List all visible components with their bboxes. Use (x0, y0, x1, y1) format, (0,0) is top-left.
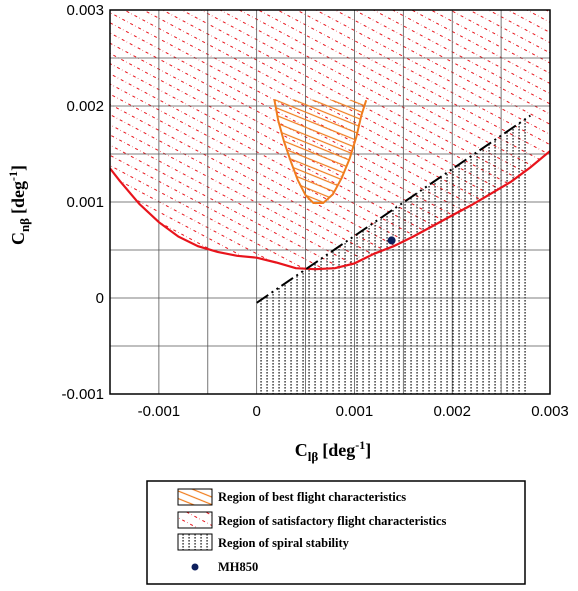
x-tick-label: 0.002 (433, 403, 471, 420)
x-tick-label: 0.003 (531, 403, 569, 420)
y-axis-title-exp: -1 (6, 171, 20, 181)
legend-swatch-satisfactory (177, 511, 213, 529)
x-tick-labels: -0.001 0 0.001 0.002 0.003 (138, 403, 569, 420)
legend-label-spiral: Region of spiral stability (218, 536, 350, 550)
spiral-stability-boundary-line (256, 114, 531, 304)
legend-label-mh850: MH850 (218, 560, 258, 574)
plot-frame (109, 9, 551, 395)
x-tick-label: 0.001 (336, 403, 374, 420)
x-axis-title-unit: [deg (322, 440, 355, 460)
y-tick-label: -0.001 (61, 386, 104, 403)
legend-label-best: Region of best flight characteristics (218, 490, 406, 504)
y-tick-label: 0.003 (66, 2, 104, 19)
legend-swatch-best (177, 488, 213, 506)
satisfactory-boundary-line (110, 150, 550, 271)
y-tick-label: 0.001 (66, 194, 104, 211)
legend: Region of best flight characteristics Re… (146, 480, 526, 585)
mh850-data-point (387, 236, 396, 245)
y-tick-labels: -0.001 0 0.001 0.002 0.003 (61, 2, 104, 403)
y-axis-title-sub: nβ (17, 218, 32, 232)
x-axis-title-sub: lβ (308, 449, 319, 464)
best-flight-boundary-line (273, 99, 368, 204)
y-axis-title-unit: [deg (8, 181, 28, 214)
x-tick-label: 0 (252, 403, 260, 420)
spiral-stability-region (256, 115, 531, 394)
y-tick-label: 0 (96, 290, 104, 307)
x-axis-title-exp: -1 (355, 438, 365, 452)
legend-label-satisfactory: Region of satisfactory flight characteri… (218, 514, 447, 528)
y-axis-title: Cnβ [deg-1] (6, 165, 32, 245)
x-axis-title-main: C (295, 440, 308, 460)
x-tick-label: -0.001 (138, 403, 181, 420)
y-axis-title-main: C (8, 232, 28, 245)
y-tick-label: 0.002 (66, 98, 104, 115)
x-axis-title-close: ] (365, 440, 371, 460)
legend-marker-mh850 (191, 563, 199, 571)
plot-area (110, 10, 550, 394)
y-axis-title-close: ] (8, 165, 28, 171)
legend-swatch-spiral (177, 533, 213, 551)
x-axis-title: Clβ [deg-1] (295, 438, 371, 464)
